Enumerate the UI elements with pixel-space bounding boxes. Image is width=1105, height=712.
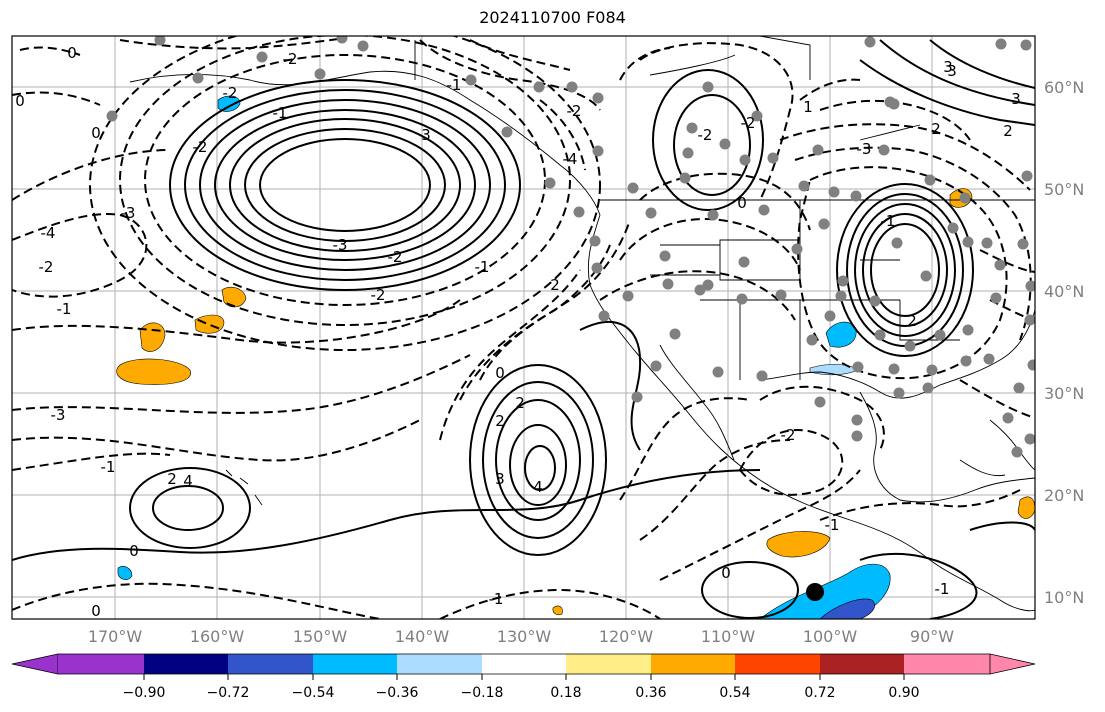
colorbar-tick-label: −0.18 — [461, 685, 504, 701]
lon-label: 90°W — [910, 627, 954, 646]
contour-label: -2 — [781, 426, 796, 444]
colorbar-segment — [735, 654, 820, 674]
contour-label: -3 — [333, 236, 348, 254]
lon-label: 150°W — [293, 627, 348, 646]
contour-label: 2 — [907, 312, 917, 330]
lat-label: 10°N — [1044, 588, 1084, 607]
colorbar-tick-label: 0.72 — [804, 685, 835, 701]
colorbar-tick-label: −0.90 — [123, 685, 166, 701]
contour-label: 3 — [421, 126, 431, 144]
contour-label: 0 — [737, 194, 747, 212]
colorbar-segment — [482, 654, 566, 674]
contour-label: 3 — [1011, 90, 1021, 108]
contour-label: 0 — [91, 124, 101, 142]
contour-label: -1 — [935, 580, 950, 598]
negative-contours — [12, 36, 1035, 619]
colorbar-tick-label: 0.18 — [550, 685, 581, 701]
contour-label: 2 — [495, 412, 505, 430]
contour-label: -2 — [388, 248, 403, 266]
contour-label: 3 — [495, 470, 505, 488]
contour-label: -2 — [698, 126, 713, 144]
colorbar-tick-label: 0.90 — [888, 685, 919, 701]
contour-label: 0 — [721, 564, 731, 582]
lon-label: 130°W — [497, 627, 552, 646]
contour-label: -1 — [881, 212, 896, 230]
colorbar-segment — [313, 654, 397, 674]
contour-label: 2 — [1003, 122, 1013, 140]
contour-label: -3 — [857, 140, 872, 158]
colorbar-tick-label: 0.36 — [635, 685, 666, 701]
colorbar-segment — [904, 654, 990, 674]
contour-label: -1 — [101, 458, 116, 476]
contour-label: 3 — [943, 58, 953, 76]
contour-label: -1 — [57, 300, 72, 318]
lat-label: 60°N — [1044, 78, 1084, 97]
contour-label: -2 — [741, 114, 756, 132]
contour-label: 4 — [183, 472, 193, 490]
colorbar-segment — [58, 654, 144, 674]
colorbar-segment — [228, 654, 313, 674]
contour-label: 2 — [931, 120, 941, 138]
colorbar-low-extend — [11, 653, 59, 675]
contour-label: 4 — [533, 478, 543, 496]
colorbar-segment — [651, 654, 735, 674]
lon-label: 170°W — [88, 627, 143, 646]
contour-label: -2 — [193, 138, 208, 156]
contour-label: -2 — [39, 258, 54, 276]
colorbar-segment — [566, 654, 651, 674]
contour-label: -2 — [283, 50, 298, 68]
lat-label: 30°N — [1044, 384, 1084, 403]
contour-label: 2 — [515, 394, 525, 412]
contour-label: -1 — [447, 76, 462, 94]
longitude-labels: 170°W 160°W 150°W 140°W 130°W 120°W 110°… — [88, 627, 954, 646]
colorbar-high-extend — [989, 653, 1036, 675]
contour-label: 3 — [947, 62, 957, 80]
colorbar-tick-label: −0.54 — [292, 685, 335, 701]
contour-label: 0 — [495, 364, 505, 382]
colorbar-segment — [397, 654, 482, 674]
location-marker — [806, 583, 824, 601]
contour-label: -1 — [825, 516, 840, 534]
lon-label: 100°W — [803, 627, 858, 646]
lat-label: 50°N — [1044, 180, 1084, 199]
contour-label: -3 — [121, 204, 136, 222]
contour-label: -4 — [41, 224, 56, 242]
lon-label: 120°W — [599, 627, 654, 646]
contour-label: 2 — [550, 276, 560, 294]
map-frame — [11, 35, 1036, 620]
lon-label: 140°W — [395, 627, 450, 646]
contour-label: 1 — [803, 98, 813, 116]
contour-label: 0 — [91, 602, 101, 620]
lat-label: 40°N — [1044, 282, 1084, 301]
contour-label: -2 — [567, 102, 582, 120]
contour-label: 0 — [129, 542, 139, 560]
colorbar-segment — [820, 654, 904, 674]
positive-contours — [12, 39, 1035, 619]
map-content: 0 -2 -2 -1 0 -2 -3 -4 0 -2 -3 -2 -1 -2 3… — [12, 36, 1035, 620]
contour-label: 0 — [15, 92, 25, 110]
contour-label: -1 — [489, 590, 504, 608]
contour-label: -1 — [475, 258, 490, 276]
contour-label: -3 — [51, 406, 66, 424]
contour-label: -2 — [371, 286, 386, 304]
map-title: 2024110700 F084 — [479, 8, 626, 27]
contour-label: -4 — [563, 150, 578, 168]
contour-label-group: 0 -2 -2 -1 0 -2 -3 -4 0 -2 -3 -2 -1 -2 3… — [15, 44, 1021, 620]
colorbar-segment — [144, 654, 228, 674]
lon-label: 110°W — [701, 627, 756, 646]
lon-label: 160°W — [190, 627, 245, 646]
station-dots — [106, 36, 1035, 458]
colorbar-tick-label: 0.54 — [719, 685, 750, 701]
latitude-labels: 60°N 50°N 40°N 30°N 20°N 10°N — [1044, 78, 1084, 607]
contour-label: 2 — [167, 470, 177, 488]
colorbar: −0.90 −0.72 −0.54 −0.36 −0.18 0.18 0.36 … — [11, 653, 1036, 701]
contour-label: -1 — [273, 104, 288, 122]
contour-label: -2 — [223, 84, 238, 102]
lat-label: 20°N — [1044, 486, 1084, 505]
colorbar-tick-label: −0.72 — [207, 685, 250, 701]
colorbar-tick-label: −0.36 — [376, 685, 419, 701]
contour-label: 0 — [67, 44, 77, 62]
